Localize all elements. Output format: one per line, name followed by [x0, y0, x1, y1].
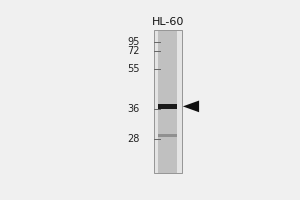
Text: 72: 72 [127, 46, 140, 56]
Text: 95: 95 [128, 37, 140, 47]
Text: HL-60: HL-60 [152, 17, 184, 27]
Bar [158, 104, 177, 109]
Bar [158, 31, 177, 173]
Bar [154, 30, 182, 173]
Polygon shape [183, 101, 199, 112]
Text: 28: 28 [128, 134, 140, 144]
Text: 36: 36 [128, 104, 140, 114]
Bar [158, 134, 177, 137]
Text: 55: 55 [127, 64, 140, 74]
